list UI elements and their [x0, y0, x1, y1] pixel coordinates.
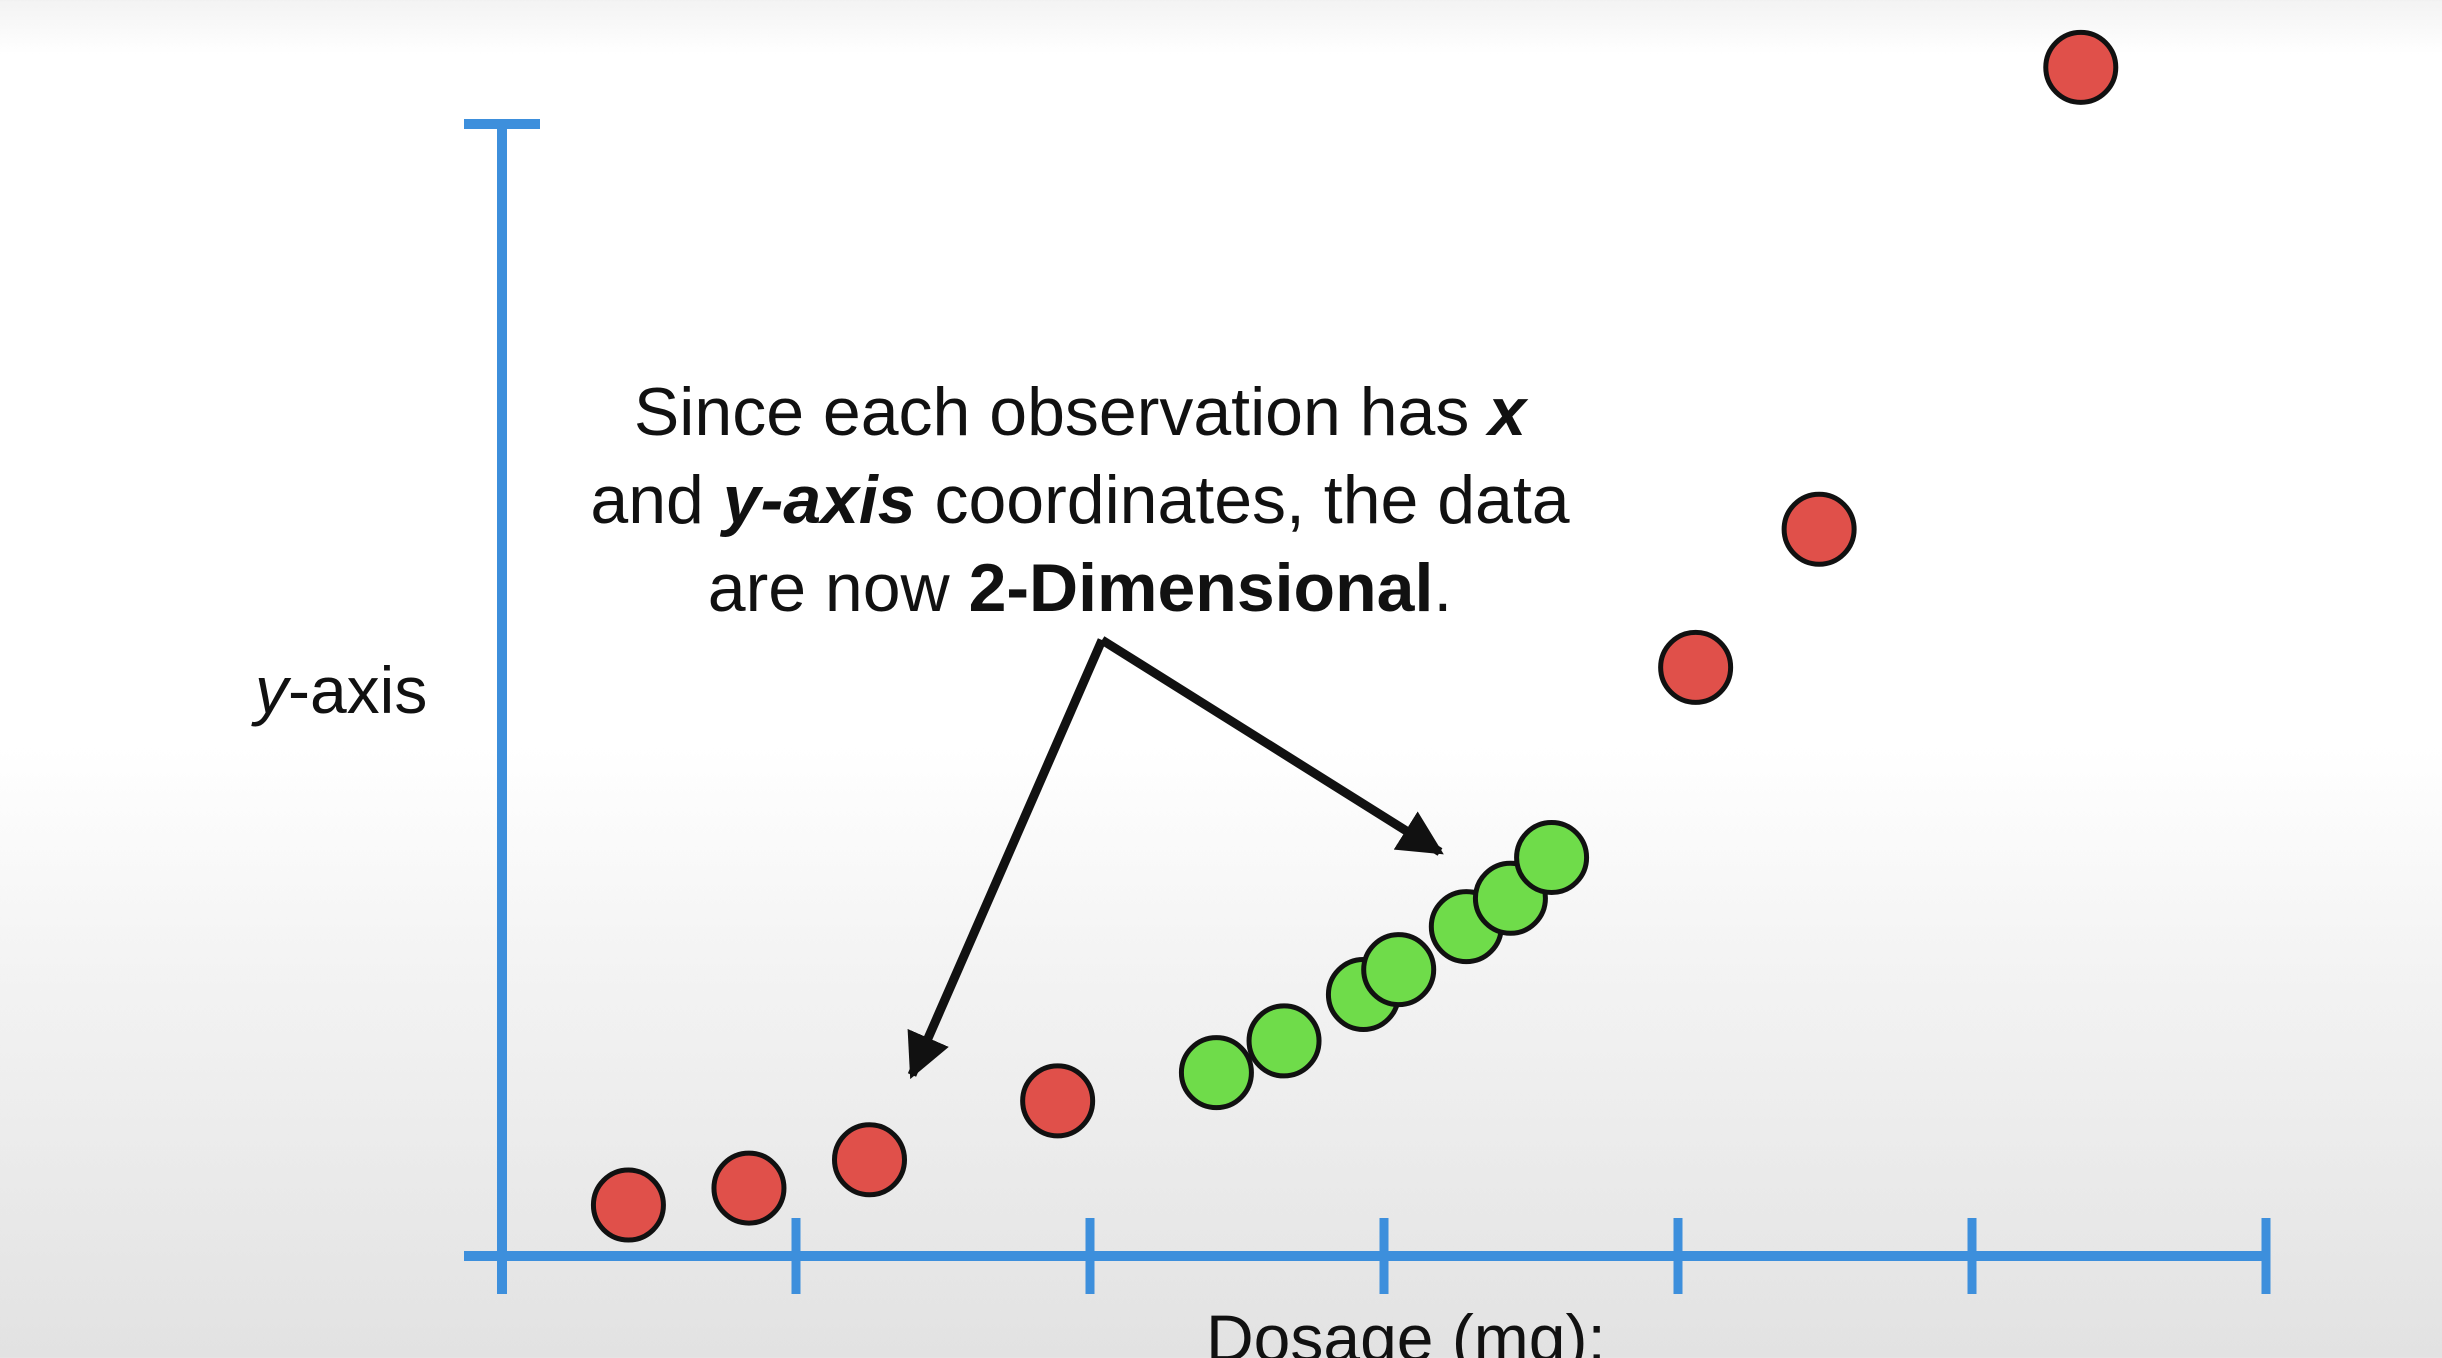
y-axis-label-suffix: -axis — [288, 653, 428, 727]
annotation-line1-text: Since each observation has — [633, 374, 1489, 450]
green-data-point — [1178, 1035, 1254, 1111]
red-data-point — [590, 1167, 666, 1243]
annotation-text: Since each observation has x and y-axis … — [450, 368, 1710, 632]
x-axis-label: Dosage (mg): — [1206, 1301, 1606, 1358]
y-axis-label-variable: y — [255, 653, 288, 727]
red-data-point — [1658, 629, 1734, 705]
annotation-line3-suffix: . — [1433, 550, 1453, 626]
annotation-line3-prefix: are now — [707, 550, 969, 626]
annotation-x-term: x — [1488, 374, 1527, 450]
red-data-point — [832, 1122, 907, 1198]
data-points — [590, 29, 2119, 1243]
arrow-to-red-points — [907, 638, 1107, 1080]
green-data-point — [1246, 1003, 1322, 1079]
arrow-to-green-points — [1099, 636, 1444, 856]
red-data-point — [1020, 1063, 1096, 1139]
green-data-point — [1361, 932, 1437, 1008]
red-data-point — [1781, 491, 1857, 567]
y-axis-label: y-axis — [255, 652, 427, 728]
annotation-line-2: and y-axis coordinates, the data — [450, 456, 1710, 544]
annotation-2d-term: 2-Dimensional — [968, 550, 1434, 626]
annotation-line-1: Since each observation has x — [450, 368, 1710, 456]
axes — [464, 119, 2271, 1294]
annotation-yaxis-term: y-axis — [722, 462, 916, 538]
green-data-point — [1514, 820, 1590, 896]
red-data-point — [2043, 29, 2119, 105]
annotation-line2-suffix: coordinates, the data — [915, 462, 1570, 538]
annotation-arrows — [907, 636, 1444, 1080]
annotation-line-3: are now 2-Dimensional. — [450, 544, 1710, 632]
red-data-point — [711, 1150, 787, 1226]
annotation-line2-prefix: and — [590, 462, 723, 538]
